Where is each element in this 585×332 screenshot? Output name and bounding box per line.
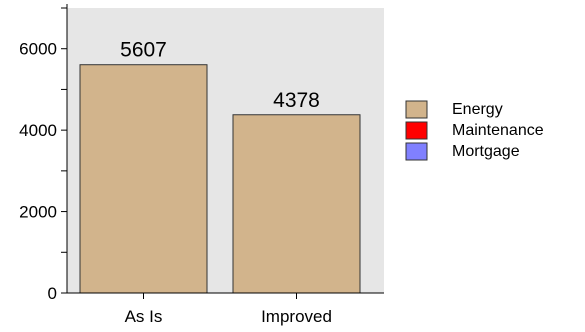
y-tick-label: 4000 — [19, 121, 57, 140]
x-tick-label: Improved — [261, 307, 332, 326]
x-tick-label: As Is — [125, 307, 163, 326]
legend-label-mortgage: Mortgage — [452, 143, 520, 160]
legend: Energy Maintenance Mortgage — [405, 100, 544, 161]
legend-swatch-mortgage — [405, 142, 428, 161]
bar-value-label: 5607 — [120, 39, 167, 62]
bar-energy-1 — [232, 114, 361, 294]
y-tick-label: 6000 — [19, 40, 57, 59]
legend-swatch-maintenance — [405, 121, 428, 140]
bars — [79, 64, 361, 294]
legend-label-maintenance: Maintenance — [452, 122, 544, 139]
data-labels: 5607 4378 — [120, 39, 320, 112]
legend-label-energy: Energy — [452, 101, 503, 118]
bar-value-label: 4378 — [273, 89, 320, 112]
legend-swatch-energy — [405, 100, 428, 119]
bar-energy-0 — [79, 64, 208, 294]
y-tick-label: 0 — [48, 284, 57, 303]
axes: As Is Improved 0 2000 4000 6000 — [19, 4, 384, 326]
y-tick-label: 2000 — [19, 203, 57, 222]
